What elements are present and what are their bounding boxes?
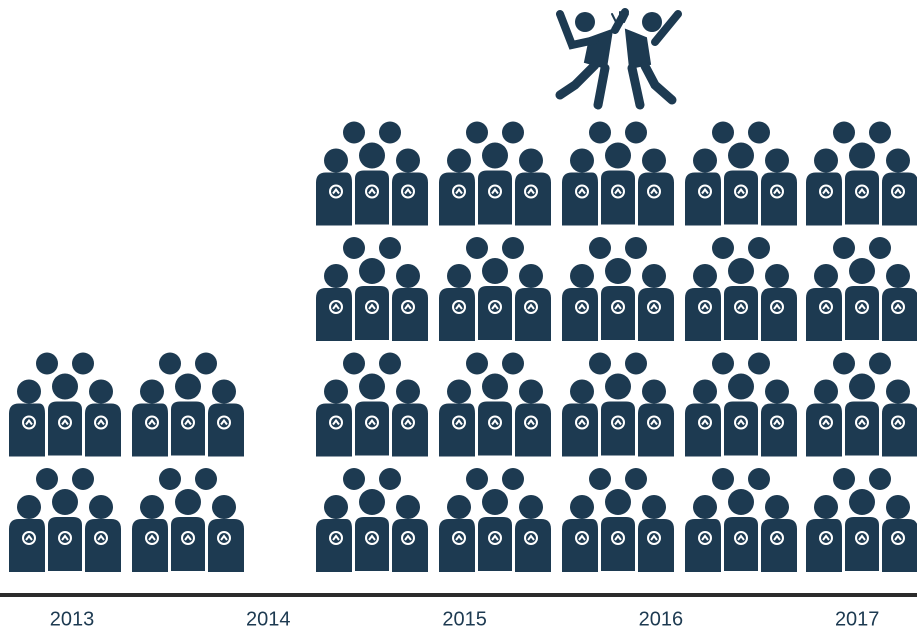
team-icon — [439, 353, 551, 457]
icon-column — [316, 122, 428, 573]
team-icon — [685, 237, 797, 341]
team-icon — [316, 468, 428, 572]
team-icon — [132, 353, 244, 457]
team-icon — [562, 468, 674, 572]
team-icon — [439, 122, 551, 226]
celebration-icon — [560, 12, 678, 105]
icon-column — [806, 122, 917, 573]
icon-column — [685, 122, 797, 573]
team-icon — [562, 122, 674, 226]
team-icon — [439, 468, 551, 572]
icon-column — [132, 353, 244, 573]
team-icon — [9, 468, 121, 572]
team-icon — [316, 122, 428, 226]
team-icon — [316, 353, 428, 457]
team-icon — [806, 353, 917, 457]
team-icon — [685, 122, 797, 226]
team-icon — [562, 237, 674, 341]
team-icon — [685, 353, 797, 457]
icon-column — [562, 122, 674, 573]
x-tick-label: 2017 — [835, 608, 880, 630]
team-icon — [132, 468, 244, 572]
team-icon — [562, 353, 674, 457]
team-icon — [806, 468, 917, 572]
x-tick-label: 2015 — [442, 608, 487, 630]
team-icon — [9, 353, 121, 457]
icon-column — [439, 122, 551, 573]
icon-column — [9, 353, 121, 573]
page: 20132014201520162017 (() => { const data… — [0, 0, 917, 631]
team-icon — [806, 122, 917, 226]
team-icon — [806, 237, 917, 341]
x-tick-label: 2013 — [50, 608, 95, 630]
x-tick-label: 2016 — [639, 608, 684, 630]
x-tick-label: 2014 — [246, 608, 291, 630]
chart: 2013 2014 2015 2016 2017 — [0, 0, 917, 631]
team-icon — [316, 237, 428, 341]
team-icon — [439, 237, 551, 341]
team-icon — [685, 468, 797, 572]
